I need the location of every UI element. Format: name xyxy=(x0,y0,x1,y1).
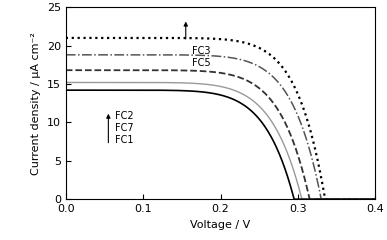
X-axis label: Voltage / V: Voltage / V xyxy=(190,220,251,230)
Text: FC3
FC5: FC3 FC5 xyxy=(192,46,211,68)
Text: FC2
FC7
FC1: FC2 FC7 FC1 xyxy=(115,111,133,145)
Y-axis label: Current density / μA cm⁻²: Current density / μA cm⁻² xyxy=(31,32,41,175)
